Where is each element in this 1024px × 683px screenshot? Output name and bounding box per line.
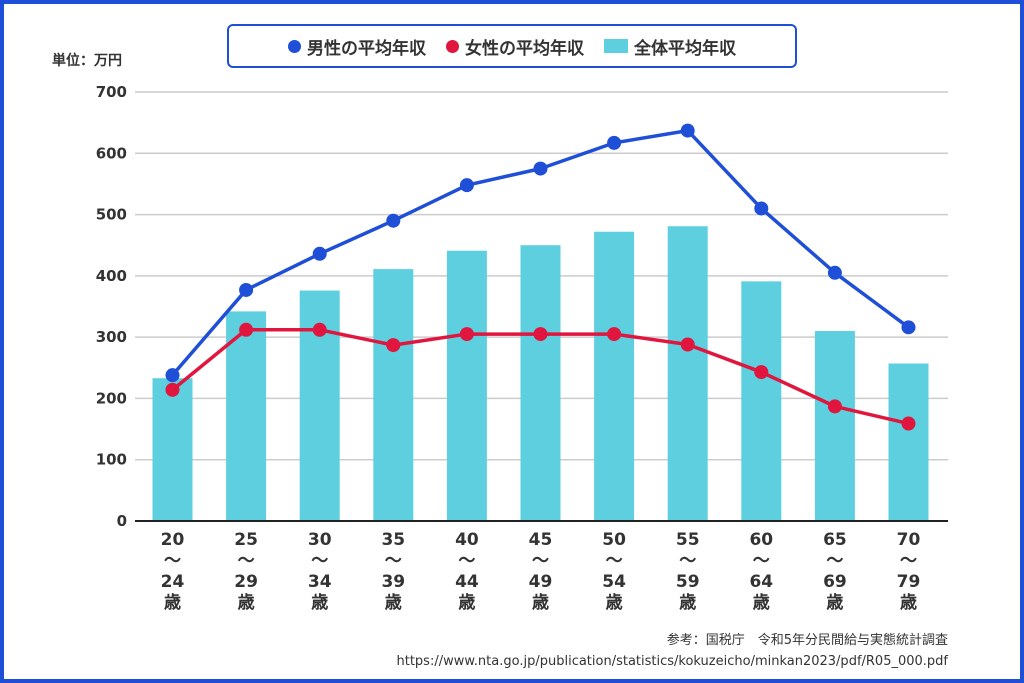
point-female — [239, 322, 254, 337]
x-tick-label-to: 69 — [823, 572, 847, 592]
x-tick-label-suffix: 歳 — [311, 592, 328, 613]
bar-total — [741, 281, 782, 521]
x-tick-label-from: 20 — [161, 530, 185, 550]
bar-total — [594, 231, 635, 521]
source-note: 参考：国税庁 令和5年分民間給与実態統計調査 https://www.nta.g… — [397, 630, 949, 672]
legend-female-label: 女性の平均年収 — [465, 38, 584, 59]
point-male — [239, 282, 254, 297]
x-tick-label-suffix: 歳 — [679, 592, 696, 613]
x-tick-label-sep: 〜 — [679, 551, 696, 571]
x-tick-label-to: 54 — [602, 572, 626, 592]
point-female — [312, 322, 327, 337]
bar-total — [814, 331, 855, 521]
x-tick-label-suffix: 歳 — [900, 592, 917, 613]
legend-item-female: 女性の平均年収 — [446, 34, 584, 59]
point-male — [386, 213, 401, 228]
y-axis-unit-label: 単位：万円 — [52, 53, 122, 69]
point-male — [165, 368, 180, 383]
y-tick-label: 600 — [96, 144, 127, 162]
x-tick-label-suffix: 歳 — [532, 592, 549, 613]
bar-total — [520, 245, 561, 521]
x-tick-label-suffix: 歳 — [385, 592, 402, 613]
legend-item-total: 全体平均年収 — [604, 34, 736, 59]
x-tick-label-suffix: 歳 — [826, 592, 843, 613]
bar-total — [373, 269, 414, 521]
x-tick-label-to: 79 — [897, 572, 921, 592]
y-tick-label: 700 — [96, 83, 127, 101]
source-line-2: https://www.nta.go.jp/publication/statis… — [396, 654, 949, 669]
x-tick-label-to: 64 — [749, 572, 773, 592]
x-tick-label-to: 59 — [676, 572, 700, 592]
legend-male-label: 男性の平均年収 — [307, 38, 426, 59]
source-line-1: 参考：国税庁 令和5年分民間給与実態統計調査 — [666, 633, 948, 648]
bar-total — [888, 363, 929, 521]
point-male — [459, 178, 474, 193]
x-tick-label-from: 25 — [234, 530, 258, 550]
point-female — [607, 327, 622, 342]
x-tick-label-to: 29 — [234, 572, 258, 592]
x-tick-label-to: 44 — [455, 572, 479, 592]
point-female — [533, 327, 548, 342]
legend-item-male: 男性の平均年収 — [288, 34, 426, 59]
point-female — [459, 327, 474, 342]
x-tick-label-from: 60 — [749, 530, 773, 550]
point-male — [680, 123, 695, 138]
point-female — [827, 399, 842, 414]
y-tick-label: 100 — [96, 451, 127, 469]
bar-total — [152, 378, 193, 521]
x-tick-label-from: 35 — [381, 530, 405, 550]
point-female — [901, 416, 916, 431]
y-tick-label: 300 — [96, 328, 127, 346]
point-female — [680, 337, 695, 352]
point-female — [754, 365, 769, 380]
point-male — [901, 320, 916, 335]
x-tick-label-from: 65 — [823, 530, 847, 550]
x-tick-label-sep: 〜 — [238, 551, 255, 571]
point-female — [386, 338, 401, 353]
x-tick-label-sep: 〜 — [900, 551, 917, 571]
x-tick-label-to: 24 — [161, 572, 185, 592]
point-male — [607, 135, 622, 150]
x-tick-label-sep: 〜 — [532, 551, 549, 571]
x-tick-label-from: 40 — [455, 530, 479, 550]
x-tick-label-sep: 〜 — [311, 551, 328, 571]
bar-total — [446, 250, 487, 522]
x-tick-label-from: 30 — [308, 530, 332, 550]
x-tick-label-from: 50 — [602, 530, 626, 550]
x-tick-label-to: 49 — [529, 572, 553, 592]
point-male — [754, 201, 769, 216]
x-tick-label-suffix: 歳 — [164, 592, 181, 613]
point-male — [533, 161, 548, 176]
y-tick-label: 500 — [96, 206, 127, 224]
x-tick-label-suffix: 歳 — [753, 592, 770, 613]
x-tick-label-suffix: 歳 — [606, 592, 623, 613]
x-tick-label-sep: 〜 — [826, 551, 843, 571]
x-tick-label-from: 55 — [676, 530, 700, 550]
x-tick-label-from: 45 — [529, 530, 553, 550]
bar-total — [226, 311, 267, 521]
x-tick-label-sep: 〜 — [458, 551, 475, 571]
x-tick-label-suffix: 歳 — [238, 592, 255, 613]
x-tick-label-suffix: 歳 — [458, 592, 475, 613]
legend-female-dot-icon — [446, 39, 459, 53]
legend-total-label: 全体平均年収 — [634, 38, 736, 59]
y-tick-label: 200 — [96, 389, 127, 407]
y-tick-label: 400 — [96, 267, 127, 285]
legend-total-swatch-icon — [604, 39, 628, 53]
x-tick-label-sep: 〜 — [164, 551, 181, 571]
x-tick-label-sep: 〜 — [753, 551, 770, 571]
x-tick-label-sep: 〜 — [385, 551, 402, 571]
x-tick-label-from: 70 — [897, 530, 921, 550]
point-male — [312, 246, 327, 261]
point-female — [165, 382, 180, 397]
bar-total — [667, 226, 708, 522]
x-tick-label-to: 39 — [381, 572, 405, 592]
point-male — [827, 265, 842, 280]
legend-male-dot-icon — [288, 39, 301, 53]
x-tick-label-sep: 〜 — [606, 551, 623, 571]
x-tick-label-to: 34 — [308, 572, 332, 592]
legend: 男性の平均年収 女性の平均年収 全体平均年収 — [227, 24, 797, 68]
y-tick-label: 0 — [117, 512, 127, 530]
